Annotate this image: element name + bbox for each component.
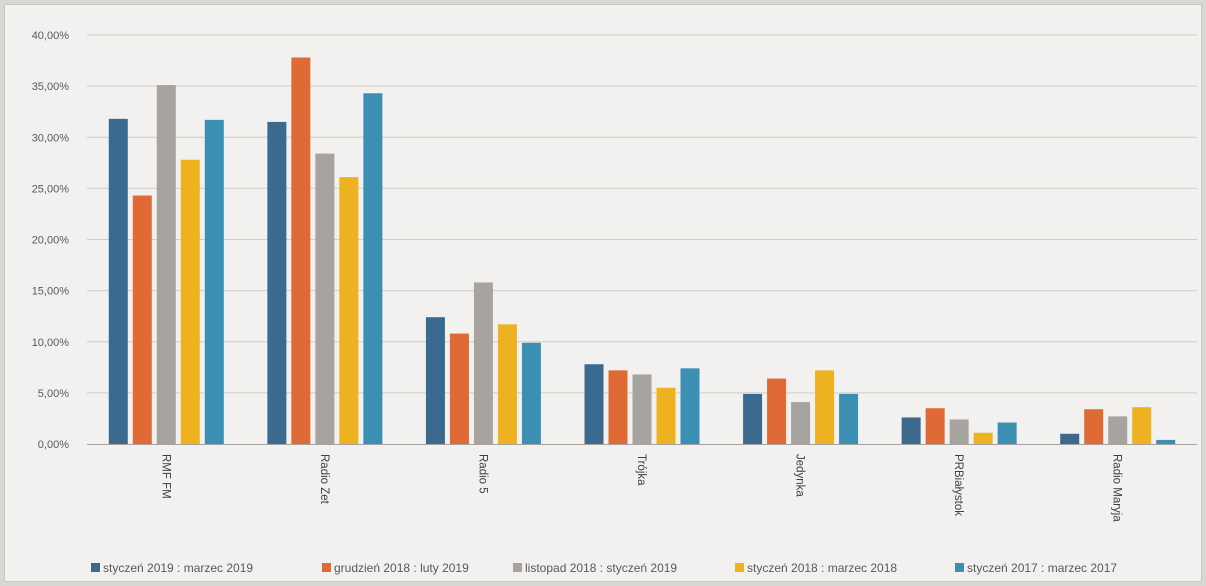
bar xyxy=(315,153,335,445)
bar xyxy=(156,85,176,444)
legend-label: styczeń 2017 : marzec 2017 xyxy=(967,561,1117,575)
chart-frame: 0,00% 5,00% 10,00% 15,00% 20,00% 25,00% 30,00%… xyxy=(4,4,1202,582)
bar xyxy=(363,93,383,444)
bar xyxy=(132,195,152,444)
bar xyxy=(656,387,676,444)
bar xyxy=(473,282,493,444)
category-label: PRBiałystok xyxy=(952,454,964,516)
y-tick-label: 30,00% xyxy=(32,132,70,144)
bar-chart: 0,00% 5,00% 10,00% 15,00% 20,00% 25,00% 30,00%… xyxy=(32,30,1197,575)
legend-item: grudzień 2018 : luty 2019 xyxy=(322,561,469,575)
y-tick-label: 0,00% xyxy=(38,439,69,451)
bar xyxy=(973,432,993,444)
y-tick-label: 25,00% xyxy=(32,183,70,195)
bar xyxy=(632,374,652,444)
bar xyxy=(449,333,469,444)
legend-label: styczeń 2019 : marzec 2019 xyxy=(103,561,253,575)
legend-swatch xyxy=(91,563,100,572)
y-tick-label: 35,00% xyxy=(32,81,70,93)
bar xyxy=(1084,409,1104,444)
y-tick-label: 40,00% xyxy=(32,30,70,42)
y-tick-label: 20,00% xyxy=(32,235,70,247)
bar xyxy=(839,393,859,444)
bar xyxy=(1060,433,1080,444)
legend-swatch xyxy=(955,563,964,572)
y-axis-tick-labels: 0,00% 5,00% 10,00% 15,00% 20,00% 25,00% 30,00%… xyxy=(32,30,70,451)
legend-item: styczeń 2019 : marzec 2019 xyxy=(91,561,253,575)
bar xyxy=(680,368,700,444)
category-label: Radio Zet xyxy=(318,454,330,505)
bar xyxy=(180,159,200,444)
legend-item: styczeń 2017 : marzec 2017 xyxy=(955,561,1117,575)
bar xyxy=(791,402,811,444)
category-label: RMF FM xyxy=(159,454,171,499)
bar xyxy=(339,177,359,444)
bar xyxy=(204,119,224,445)
bar xyxy=(267,121,287,444)
category-label: Radio Maryja xyxy=(1111,454,1123,522)
legend-label: styczeń 2018 : marzec 2018 xyxy=(747,561,897,575)
legend-swatch xyxy=(322,563,331,572)
bar xyxy=(1108,416,1128,444)
legend-item: listopad 2018 : styczeń 2019 xyxy=(513,561,677,575)
category-label: Radio 5 xyxy=(476,454,488,494)
legend: styczeń 2019 : marzec 2019 grudzień 2018 … xyxy=(91,561,1117,575)
y-tick-label: 10,00% xyxy=(32,337,70,349)
bar xyxy=(608,370,628,444)
bar xyxy=(815,370,835,444)
category-label: Trójka xyxy=(635,454,647,486)
bar xyxy=(1156,439,1176,444)
legend-label: listopad 2018 : styczeń 2019 xyxy=(525,561,677,575)
bar xyxy=(584,364,604,444)
bar xyxy=(425,317,445,444)
bar xyxy=(291,57,311,445)
legend-label: grudzień 2018 : luty 2019 xyxy=(334,561,469,575)
bar xyxy=(925,408,945,444)
gridlines xyxy=(87,34,1197,394)
y-tick-label: 5,00% xyxy=(38,388,69,400)
bar xyxy=(521,342,541,444)
bar xyxy=(997,422,1017,444)
bar xyxy=(497,324,517,444)
bar xyxy=(743,393,763,444)
bars xyxy=(108,57,1176,445)
category-label: Jedynka xyxy=(794,454,806,497)
bar xyxy=(1132,407,1152,444)
bar xyxy=(901,417,921,444)
bar xyxy=(108,118,128,444)
legend-swatch xyxy=(513,563,522,572)
legend-swatch xyxy=(735,563,744,572)
category-labels: RMF FM Radio Zet Radio 5 Trójka Jedynka PRBia… xyxy=(159,454,1122,522)
legend-item: styczeń 2018 : marzec 2018 xyxy=(735,561,897,575)
y-tick-label: 15,00% xyxy=(32,286,70,298)
bar xyxy=(949,419,969,444)
bar xyxy=(767,378,787,444)
